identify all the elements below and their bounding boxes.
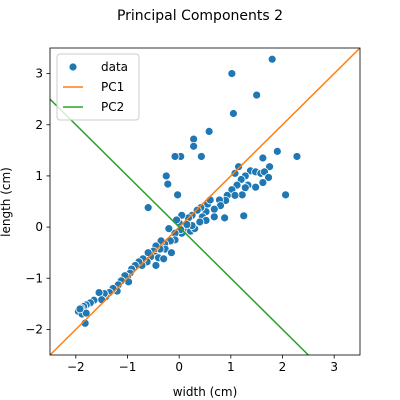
- x-tick-label: 3: [330, 360, 338, 374]
- data-point: [258, 178, 268, 187]
- data-point: [234, 162, 243, 172]
- data-point: [189, 141, 199, 151]
- data-point: [75, 304, 85, 314]
- data-point: [240, 183, 250, 193]
- y-axis: −2 −1 0 1 2 3: [25, 67, 50, 336]
- data-point: [81, 308, 91, 318]
- data-point: [143, 248, 153, 258]
- data-point: [209, 204, 219, 214]
- pc2-line: [50, 98, 310, 355]
- data-point: [239, 211, 249, 221]
- data-point: [229, 109, 238, 118]
- legend-label: data: [101, 60, 128, 74]
- data-point: [163, 179, 173, 189]
- data-point: [167, 248, 176, 258]
- data-point: [170, 152, 180, 161]
- data-point: [195, 217, 205, 227]
- y-tick-label: 1: [35, 169, 43, 183]
- x-tick-label: 0: [175, 360, 183, 374]
- data-point: [258, 153, 268, 163]
- data-point: [251, 182, 261, 192]
- y-axis-label: length (cm): [0, 167, 13, 237]
- x-axis-label: width (cm): [173, 385, 238, 399]
- data-point: [281, 190, 291, 200]
- legend-label: PC2: [101, 100, 124, 114]
- series-layer: [50, 48, 360, 355]
- legend: data PC1 PC2: [56, 53, 140, 121]
- x-axis: −2 −1 0 1 2 3: [67, 355, 338, 374]
- data-point: [265, 162, 274, 172]
- y-tick-label: 2: [35, 118, 43, 132]
- plot-frame: [49, 47, 361, 356]
- data-point: [164, 224, 174, 234]
- data-point: [204, 126, 214, 136]
- data-point: [173, 190, 183, 200]
- chart-title: Principal Components 2: [117, 8, 283, 24]
- data-point: [272, 146, 282, 156]
- legend-marker: [68, 62, 78, 72]
- data-point: [220, 213, 230, 223]
- data-point: [267, 54, 277, 64]
- data-point: [227, 69, 237, 78]
- data-point: [151, 261, 161, 270]
- pc1-line: [50, 48, 360, 355]
- data-point: [209, 212, 219, 222]
- data-point: [182, 220, 192, 229]
- legend-box: [56, 53, 140, 121]
- data-point: [196, 152, 206, 161]
- data-point: [230, 168, 240, 178]
- data-point: [161, 171, 171, 181]
- data-point: [159, 254, 169, 264]
- data-point: [252, 90, 262, 100]
- y-tick-label: −2: [25, 322, 43, 336]
- data-point: [143, 203, 153, 213]
- legend-label: PC1: [101, 80, 124, 94]
- data-point: [97, 295, 107, 305]
- data-point: [230, 190, 240, 200]
- y-tick-label: 3: [35, 67, 43, 81]
- data-point: [264, 173, 273, 182]
- data-point: [292, 152, 302, 161]
- x-tick-label: −1: [119, 360, 137, 374]
- x-tick-label: 1: [227, 360, 235, 374]
- x-tick-label: 2: [279, 360, 287, 374]
- x-tick-label: −2: [67, 360, 85, 374]
- y-tick-label: −1: [25, 271, 43, 285]
- y-tick-label: 0: [35, 220, 43, 234]
